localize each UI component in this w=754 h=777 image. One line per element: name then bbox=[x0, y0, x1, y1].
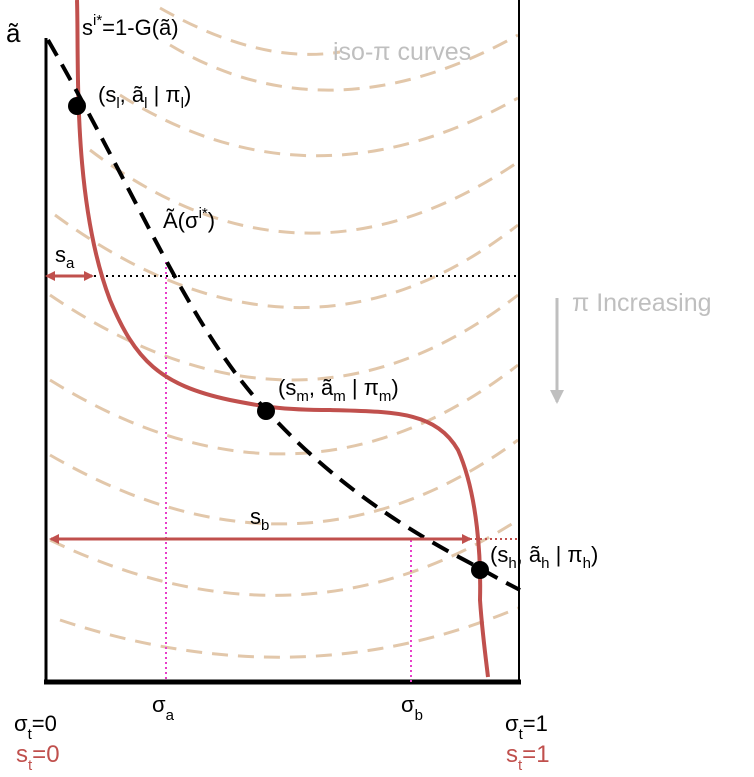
pi-increasing-label: π Increasing bbox=[572, 289, 712, 317]
point-mid-label: (sm, ãm | πm) bbox=[278, 375, 399, 405]
iso-pi-curve-9 bbox=[49, 518, 519, 597]
iso-pi-curve-5 bbox=[54, 213, 519, 309]
s-b-label: sb bbox=[250, 504, 269, 534]
point-low-label: (sl, ãl | πl) bbox=[98, 82, 191, 112]
iso-pi-curve-10 bbox=[59, 606, 519, 659]
sigma-a-label: σa bbox=[152, 692, 175, 724]
s-t1-label: st=1 bbox=[506, 741, 550, 774]
iso-pi-curve-8 bbox=[49, 438, 519, 526]
sigma-b-label: σb bbox=[401, 692, 423, 724]
iso-pi-curve-1 bbox=[159, 6, 341, 56]
iso-pi-curve-4 bbox=[89, 148, 519, 235]
iso-pi-curve-3 bbox=[119, 93, 519, 158]
sigma-t1-label: σt=1 bbox=[505, 711, 548, 743]
point-high-label: (sh, ãh | πh) bbox=[490, 542, 598, 572]
A-curve-label: Ã(σi*) bbox=[163, 205, 215, 233]
iso-pi-curve-7 bbox=[49, 363, 519, 456]
point-high bbox=[471, 561, 489, 579]
s-curve-label: si*=1-G(ã) bbox=[82, 12, 179, 40]
iso-pi-label: iso-π curves bbox=[333, 38, 471, 66]
point-low bbox=[68, 97, 86, 115]
s-t0-label: st=0 bbox=[16, 741, 60, 774]
point-mid bbox=[257, 402, 275, 420]
sigma-t0-label: σt=0 bbox=[14, 711, 57, 743]
iso-pi-curves bbox=[49, 6, 519, 659]
s-a-label: sa bbox=[55, 242, 75, 272]
y-axis-label: ã bbox=[6, 18, 21, 48]
A-curve bbox=[46, 39, 521, 592]
iso-pi-curve-6 bbox=[49, 293, 519, 382]
